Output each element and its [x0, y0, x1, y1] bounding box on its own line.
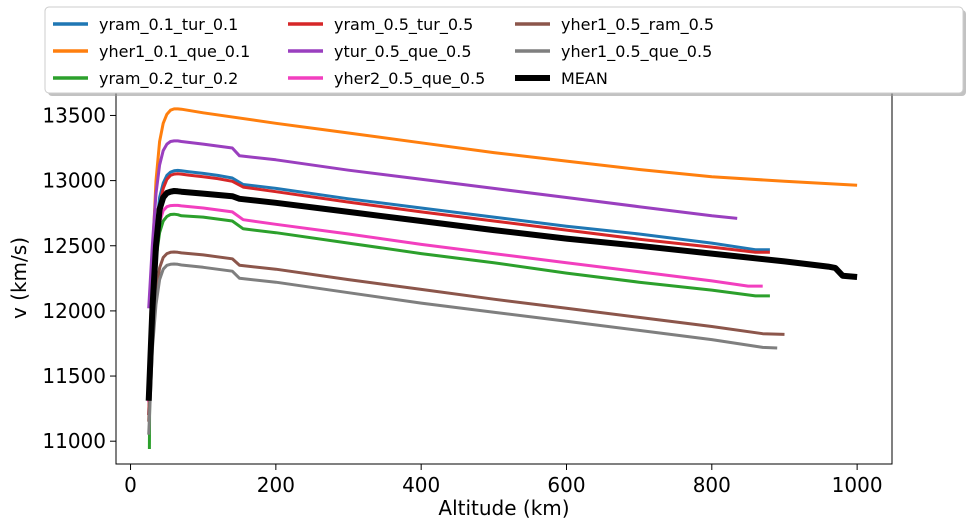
x-tick-label-4: 800 [693, 473, 731, 497]
legend-box [44, 6, 964, 94]
y-tick-label-0: 11000 [42, 429, 106, 453]
legend-label-3: yram_0.5_tur_0.5 [334, 15, 473, 35]
x-tick-label-0: 0 [124, 473, 137, 497]
y-tick-label-3: 12500 [42, 234, 106, 258]
y-tick-label-1: 11500 [42, 364, 106, 388]
legend-label-6: yher1_0.5_ram_0.5 [561, 15, 714, 35]
x-tick-label-2: 400 [402, 473, 440, 497]
series-line-6 [147, 250, 785, 422]
y-axis-label: v (km/s) [7, 237, 31, 319]
legend-label-2: yram_0.2_tur_0.2 [99, 69, 238, 89]
legend-label-1: yher1_0.1_que_0.1 [99, 42, 250, 62]
series-line-7 [147, 262, 778, 435]
legend-items: yram_0.1_tur_0.1 yher1_0.1_que_0.1 yram_0.… [53, 15, 714, 89]
x-axis-label: Altitude (km) [438, 496, 569, 520]
legend: yram_0.1_tur_0.1 yher1_0.1_que_0.1 yram_0.… [44, 6, 966, 96]
plot-lines [145, 107, 858, 450]
y-tick-label-4: 13000 [42, 169, 106, 193]
y-tick-label-5: 13500 [42, 103, 106, 127]
series-line-3 [147, 172, 770, 416]
legend-label-0: yram_0.1_tur_0.1 [99, 15, 238, 35]
legend-label-7: yher1_0.5_que_0.5 [561, 42, 712, 62]
y-ticks: 11000 11500 12000 12500 13000 13500 [42, 103, 116, 453]
legend-label-4: ytur_0.5_que_0.5 [334, 42, 472, 62]
series-line-4 [147, 139, 738, 309]
x-tick-label-5: 1000 [832, 473, 883, 497]
y-tick-label-2: 12000 [42, 299, 106, 323]
series-line-5 [147, 203, 763, 403]
legend-label-8: MEAN [561, 69, 608, 88]
legend-label-5: yher2_0.5_que_0.5 [334, 69, 485, 89]
series-line-0 [147, 168, 770, 416]
x-ticks: 0 200 400 600 800 1000 [124, 464, 883, 497]
x-tick-label-1: 200 [257, 473, 295, 497]
x-tick-label-3: 600 [547, 473, 585, 497]
series-line-1 [147, 107, 858, 403]
series-line-8 [145, 188, 858, 401]
